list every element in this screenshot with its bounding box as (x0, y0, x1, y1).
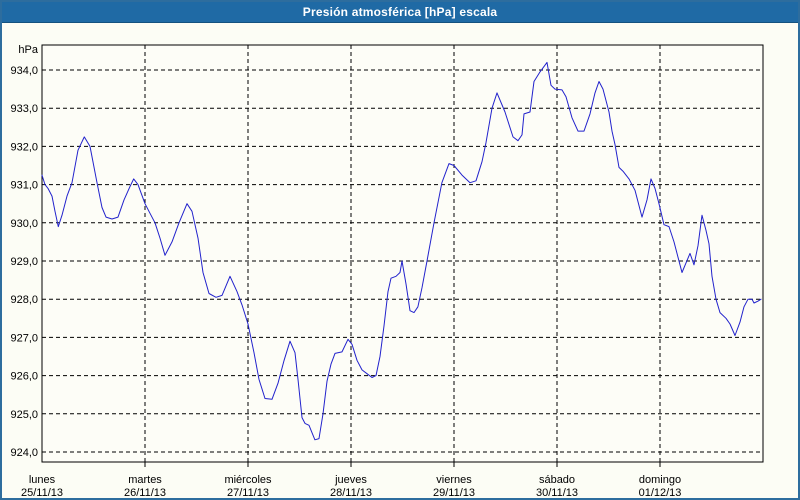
y-tick-label: 932,0 (10, 141, 38, 153)
window-title: Presión atmosférica [hPa] escala (302, 5, 498, 19)
x-day-label: lunes (29, 474, 56, 486)
y-tick-label: 928,0 (10, 294, 38, 306)
title-bar: Presión atmosférica [hPa] escala (2, 2, 798, 23)
x-date-label: 28/11/13 (330, 487, 372, 499)
y-tick-label: 929,0 (10, 256, 38, 268)
x-date-label: 25/11/13 (21, 487, 63, 499)
x-day-label: viernes (436, 474, 472, 486)
y-tick-label: 934,0 (10, 65, 38, 77)
x-date-label: 01/12/13 (639, 487, 682, 499)
y-tick-label: 925,0 (10, 409, 38, 421)
x-date-label: 30/11/13 (536, 487, 578, 499)
pressure-line (41, 61, 762, 441)
y-axis-unit-label: hPa (18, 44, 38, 56)
y-tick-label: 933,0 (10, 103, 38, 115)
x-day-label: domingo (639, 474, 681, 486)
x-day-label: martes (128, 474, 162, 486)
y-tick-label: 924,0 (10, 447, 38, 459)
y-tick-label: 927,0 (10, 332, 38, 344)
x-date-label: 26/11/13 (124, 487, 166, 499)
plot-area (42, 45, 763, 462)
y-tick-label: 926,0 (10, 371, 38, 383)
x-date-label: 27/11/13 (227, 487, 269, 499)
plot-border (41, 44, 764, 463)
y-tick-label: 930,0 (10, 218, 38, 230)
x-day-label: sábado (539, 474, 575, 486)
y-tick-label: 931,0 (10, 180, 38, 192)
x-day-label: jueves (334, 474, 367, 486)
x-day-label: miércoles (224, 474, 272, 486)
x-date-label: 29/11/13 (433, 487, 475, 499)
